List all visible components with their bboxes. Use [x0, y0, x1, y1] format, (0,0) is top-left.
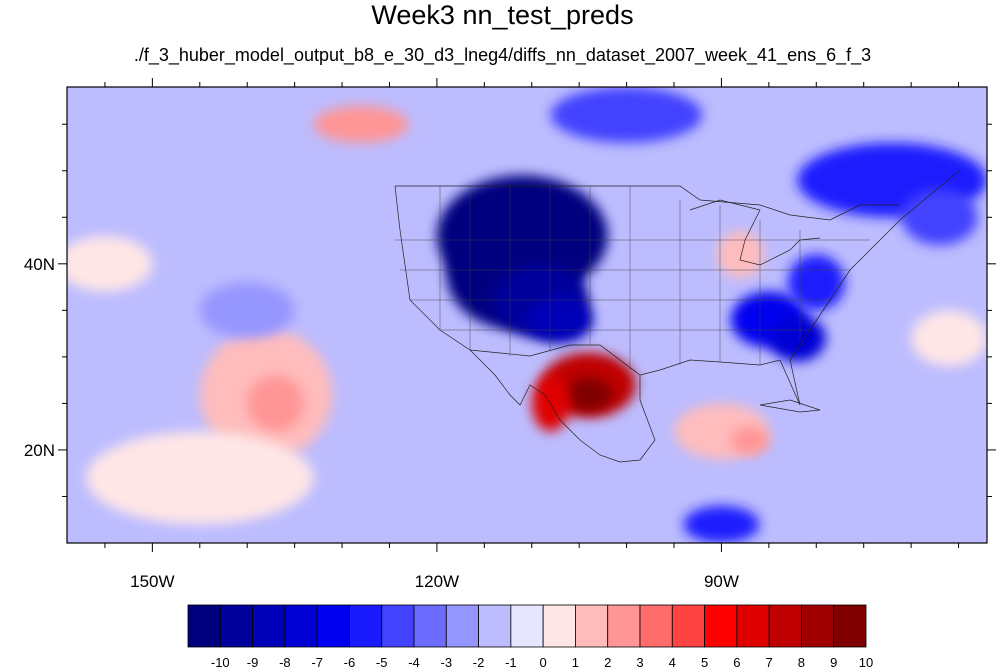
anomaly-blob: [787, 254, 845, 311]
colorbar-label: -5: [376, 655, 388, 670]
colorbar-swatch: [510, 604, 544, 648]
colorbar-label: 6: [733, 655, 740, 670]
map-subtitle: ./f_3_huber_model_output_b8_e_30_d3_lneg…: [133, 45, 872, 65]
lon-label: 150W: [130, 572, 174, 591]
anomaly-blob: [716, 231, 765, 278]
anomaly-field: [67, 87, 987, 543]
anomaly-blob: [911, 310, 987, 367]
anomaly-blob: [247, 375, 305, 432]
colorbar-label: 10: [859, 655, 873, 670]
anomaly-blob: [85, 431, 314, 525]
plot-frame: [66, 86, 988, 544]
colorbar-swatch: [445, 604, 479, 648]
colorbar-swatch: [381, 604, 415, 648]
colorbar-swatch: [316, 604, 350, 648]
colorbar-swatch: [187, 604, 221, 648]
canada-border: [395, 185, 900, 221]
colorbar-swatch: [252, 604, 286, 648]
cuba-outline: [759, 399, 821, 413]
colorbar-label: -7: [311, 655, 323, 670]
colorbar-label: -8: [279, 655, 291, 670]
anomaly-blob: [67, 235, 153, 292]
colorbar-label: -3: [441, 655, 453, 670]
colorbar-swatch: [575, 604, 609, 648]
lon-label: 120W: [415, 572, 459, 591]
colorbar-label: 2: [604, 655, 611, 670]
anomaly-blob: [683, 505, 760, 543]
colorbar-label: 1: [572, 655, 579, 670]
anomaly-blob: [313, 105, 409, 143]
colorbar-swatch: [607, 604, 641, 648]
colorbar-label: 5: [701, 655, 708, 670]
lat-label: 40N: [24, 255, 55, 274]
colorbar-label: 7: [766, 655, 773, 670]
colorbar-label: -9: [247, 655, 259, 670]
anomaly-blob: [564, 377, 613, 411]
axis-ticks: [58, 78, 996, 552]
colorbar-label: -2: [473, 655, 485, 670]
north-america-outline: [394, 169, 961, 463]
lon-label: 90W: [704, 572, 739, 591]
colorbar-swatch: [284, 604, 318, 648]
state-borders: [395, 186, 870, 370]
colorbar-swatch: [478, 604, 512, 648]
colorbar-label: -1: [505, 655, 517, 670]
colorbar-label: 0: [540, 655, 547, 670]
colorbar-label: 4: [669, 655, 676, 670]
colorbar-swatch: [219, 604, 253, 648]
colorbar-label: -10: [211, 655, 230, 670]
anomaly-blob: [199, 282, 295, 339]
map-title: Week3 nn_test_preds: [371, 0, 634, 30]
colorbar-swatch: [768, 604, 802, 648]
colorbar-label: 8: [798, 655, 805, 670]
colorbar-label: -4: [408, 655, 420, 670]
anomaly-blob: [768, 315, 826, 362]
colorbar-label: 3: [636, 655, 643, 670]
colorbar-label: 9: [830, 655, 837, 670]
anomaly-blob: [550, 87, 703, 143]
colorbar: -10 -9 -8 -7 -6 -5 -4 -3 -2 -1 0 1 2 3 4 5 6 7 8 9 10: [187, 604, 873, 670]
colorbar-swatch: [736, 604, 770, 648]
anomaly-blob: [531, 375, 570, 432]
colorbar-swatch: [639, 604, 673, 648]
colorbar-swatch: [671, 604, 705, 648]
anomaly-blob: [527, 296, 594, 343]
anomaly-blob: [901, 189, 978, 246]
colorbar-swatch: [801, 604, 835, 648]
colorbar-swatch: [833, 604, 867, 648]
colorbar-swatch: [542, 604, 576, 648]
anomaly-blob: [730, 426, 769, 455]
colorbar-label: -6: [344, 655, 356, 670]
longitude-labels: 150W 120W 90W: [130, 572, 739, 591]
colorbar-swatch: [413, 604, 447, 648]
lat-label: 20N: [24, 441, 55, 460]
coastlines: [394, 169, 961, 463]
latitude-labels: 40N 20N: [24, 255, 55, 460]
colorbar-swatch: [349, 604, 383, 648]
colorbar-swatch: [704, 604, 738, 648]
great-lakes: [689, 199, 821, 266]
